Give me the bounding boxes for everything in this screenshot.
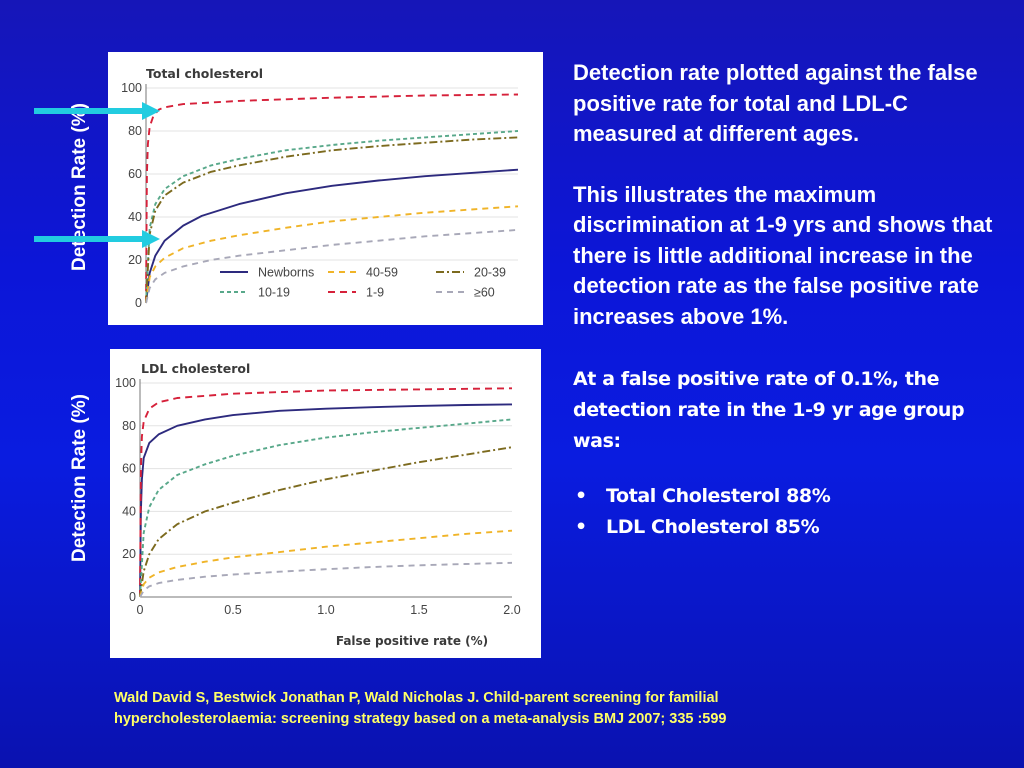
chart-title: Total cholesterol: [146, 66, 263, 81]
y-tick-label: 40: [128, 210, 142, 224]
arrow-icon-upper: [34, 102, 160, 120]
detection-rate-label-bottom: Detection Rate (%): [69, 394, 90, 562]
bullet-icon: •: [575, 516, 587, 538]
series-line-10-19: [145, 130, 519, 304]
paragraph-detection-rate: At a false positive rate of 0.1%, the de…: [573, 368, 965, 452]
citation: Wald David S, Bestwick Jonathan P, Wald …: [114, 688, 874, 730]
y-tick-label: 80: [122, 419, 136, 433]
series-line-0: [139, 403, 513, 598]
y-tick-label: 40: [122, 504, 136, 518]
paragraph-description: Detection rate plotted against the false…: [573, 60, 978, 146]
y-tick-label: 60: [122, 462, 136, 476]
series-line-2: [139, 418, 513, 598]
series-line--60: [145, 228, 519, 304]
legend-label: 20-39: [474, 266, 506, 280]
series-line-1: [139, 387, 513, 598]
series-line-1-9: [145, 93, 519, 304]
list-item: • Total Cholesterol 88%: [573, 481, 1003, 512]
explanation-text: Detection rate plotted against the false…: [573, 58, 1003, 543]
total-cholesterol-chart-panel: Total cholesterol 0 20 40 60 80 100 Newborns 10-…: [108, 52, 543, 325]
y-tick-label: 20: [122, 547, 136, 561]
y-tick-label: 100: [115, 376, 136, 390]
legend-label: 1-9: [366, 286, 384, 300]
y-tick-label: 0: [135, 296, 142, 310]
series-line-5: [139, 561, 513, 598]
series-line-40-59: [145, 205, 519, 304]
legend-label: ≥60: [474, 286, 495, 300]
paragraph-illustration: This illustrates the maximum discriminat…: [573, 181, 993, 329]
arrow-icon-lower: [34, 230, 160, 248]
legend-label: Newborns: [258, 266, 314, 280]
x-tick-label: 0.5: [224, 603, 241, 617]
y-tick-label: 80: [128, 124, 142, 138]
series-line-newborns: [145, 168, 519, 304]
bullet-text-total: Total Cholesterol 88%: [606, 485, 831, 507]
x-axis-title: False positive rate (%): [336, 634, 488, 648]
series-line-20-39: [145, 136, 519, 304]
legend-label: 40-59: [366, 266, 398, 280]
citation-line-1: Wald David S, Bestwick Jonathan P, Wald …: [114, 690, 719, 706]
arrow-upper-head: [142, 102, 160, 120]
ldl-cholesterol-chart-panel: LDL cholesterol 0 20 40 60 80 100 0 0.5 1.0 1.5 2.0…: [110, 349, 541, 658]
legend-label: 10-19: [258, 286, 290, 300]
chart-title: LDL cholesterol: [141, 361, 250, 376]
series-line-3: [139, 446, 513, 598]
x-tick-label: 1.5: [410, 603, 427, 617]
ldl-cholesterol-chart: LDL cholesterol 0 20 40 60 80 100 0 0.5 1.0 1.5 2.0…: [115, 361, 521, 648]
arrow-lower-head: [142, 230, 160, 248]
y-tick-label: 0: [129, 590, 136, 604]
x-tick-label: 2.0: [503, 603, 520, 617]
y-tick-label: 100: [121, 81, 142, 95]
bullet-text-ldl: LDL Cholesterol 85%: [606, 516, 820, 538]
x-tick-label: 1.0: [317, 603, 334, 617]
results-list: • Total Cholesterol 88% • LDL Cholestero…: [573, 481, 1003, 543]
y-tick-label: 60: [128, 167, 142, 181]
bullet-icon: •: [575, 485, 587, 507]
total-cholesterol-chart: Total cholesterol 0 20 40 60 80 100 Newborns 10-…: [121, 66, 519, 310]
list-item: • LDL Cholesterol 85%: [573, 512, 1003, 543]
x-tick-label: 0: [137, 603, 144, 617]
y-tick-label: 20: [128, 253, 142, 267]
citation-line-2: hypercholesterolaemia: screening strateg…: [114, 711, 727, 727]
